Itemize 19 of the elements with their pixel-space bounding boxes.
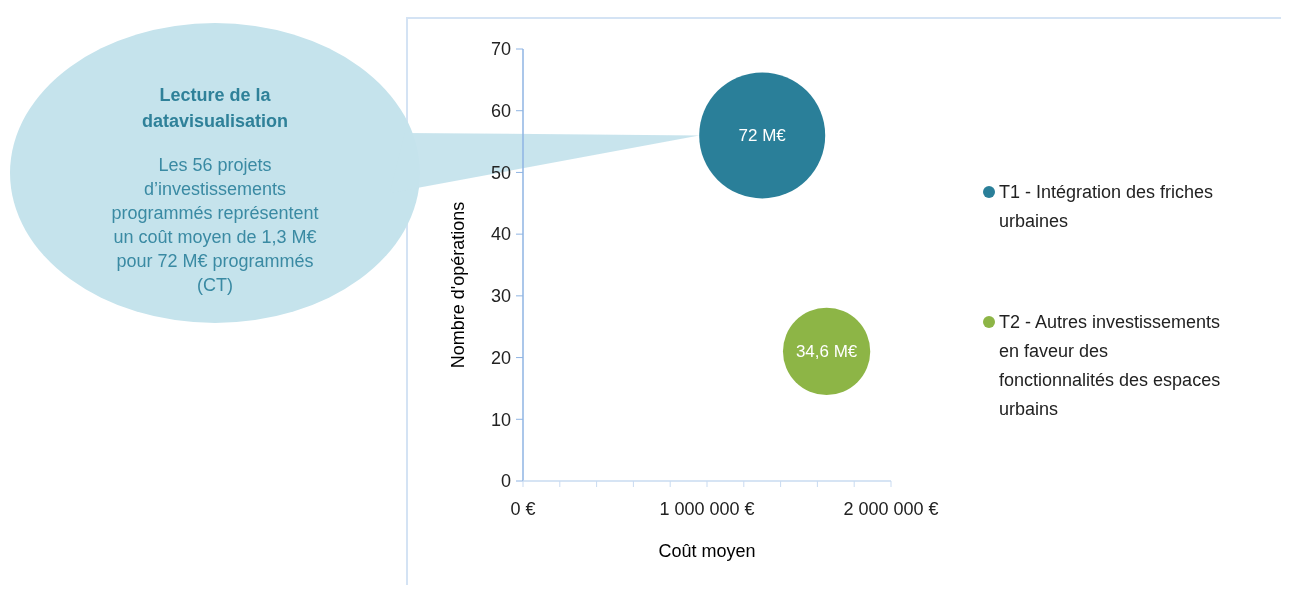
y-tick-label: 50 — [490, 162, 511, 183]
y-axis-title: Nombre d'opérations — [448, 201, 468, 369]
y-tick-label: 30 — [490, 286, 511, 307]
annotation: 72 M€ — [738, 126, 787, 146]
legend-label: T2 - Autres investissements en faveur des fonctionnalités des espaces urbains — [999, 312, 1221, 419]
y-tick-label: 20 — [490, 347, 511, 368]
annotation: 34,6 M€ — [795, 342, 858, 362]
x-tick-label: 2 000 000 € — [843, 499, 939, 519]
y-tick-label: 70 — [490, 39, 511, 60]
y-tick-label: 40 — [490, 224, 511, 245]
legend-label: T1 - Intégration des friches urbaines — [999, 182, 1214, 231]
text: Lecture de la datavisualisation — [141, 85, 289, 131]
x-axis-title: Coût moyen — [658, 541, 756, 561]
y-tick-label: 60 — [490, 101, 511, 122]
x-tick-label: 1 000 000 € — [659, 499, 755, 519]
x-tick-label: 0 € — [510, 499, 536, 519]
text: Les 56 projets d’investissements programmés représentent un coût moyen de 1,3 M€ pour 72 M€ programmés (CT) — [111, 155, 319, 295]
y-tick-label: 10 — [490, 409, 511, 430]
y-tick-label: 0 — [500, 471, 511, 492]
